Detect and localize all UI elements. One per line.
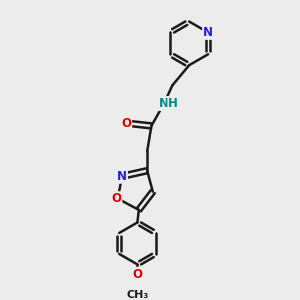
Text: O: O xyxy=(111,192,122,205)
Text: N: N xyxy=(203,26,213,39)
Text: N: N xyxy=(159,97,169,110)
Text: O: O xyxy=(132,268,142,281)
Text: H: H xyxy=(168,97,178,110)
Text: O: O xyxy=(121,117,131,130)
Text: CH₃: CH₃ xyxy=(126,290,148,300)
Text: N: N xyxy=(117,170,127,183)
